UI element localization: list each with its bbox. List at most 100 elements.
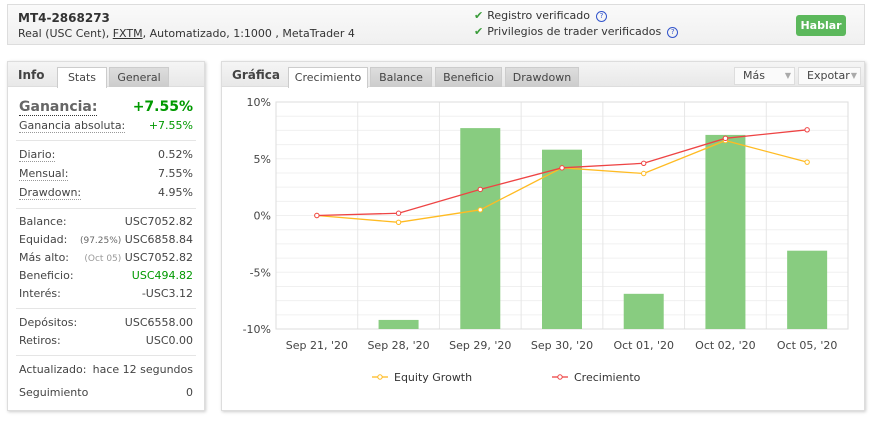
value: -USC3.12 bbox=[141, 287, 193, 300]
value: 7.55% bbox=[158, 167, 193, 180]
export-dropdown[interactable]: Expotar ▼ bbox=[798, 67, 861, 85]
divider bbox=[16, 208, 196, 209]
y-tick-label: -10% bbox=[243, 323, 271, 336]
updated-row: Actualizado: hace 12 segundos bbox=[19, 363, 193, 379]
gain-label: Ganancia: bbox=[19, 99, 98, 116]
x-tick-label: Oct 05, '20 bbox=[777, 339, 838, 352]
tab-balance[interactable]: Balance bbox=[370, 67, 432, 87]
label: Equidad: bbox=[19, 233, 68, 246]
y-tick-label: 5% bbox=[254, 153, 271, 166]
x-tick-label: Sep 21, '20 bbox=[286, 339, 348, 352]
x-tick-label: Sep 30, '20 bbox=[531, 339, 593, 352]
bar bbox=[378, 319, 419, 329]
more-dropdown[interactable]: Más ▼ bbox=[734, 67, 795, 85]
divider bbox=[16, 140, 196, 141]
chart-tabbar: Gráfica Crecimiento Balance Beneficio Dr… bbox=[222, 62, 864, 88]
data-point bbox=[395, 210, 402, 216]
data-point bbox=[804, 159, 810, 165]
chart-panel: Gráfica Crecimiento Balance Beneficio Dr… bbox=[221, 61, 865, 411]
broker-link[interactable]: FXTM bbox=[112, 27, 143, 40]
check-icon: ✔ bbox=[474, 25, 484, 38]
bar bbox=[705, 134, 746, 329]
data-point bbox=[395, 219, 402, 226]
tab-profit[interactable]: Beneficio bbox=[435, 67, 502, 87]
verified-registration: ✔ Registro verificado? bbox=[474, 9, 608, 22]
more-label: Más bbox=[743, 69, 765, 82]
gain-row: Ganancia: +7.55% bbox=[19, 99, 193, 119]
label: Beneficio: bbox=[19, 269, 74, 282]
account-info: , Automatizado, 1:1000 , MetaTrader 4 bbox=[142, 27, 355, 40]
divider bbox=[16, 355, 196, 356]
label: Más alto: bbox=[19, 251, 70, 264]
tab-drawdown[interactable]: Drawdown bbox=[505, 67, 579, 87]
value: +7.55% bbox=[148, 119, 193, 132]
chevron-down-icon: ▼ bbox=[784, 71, 791, 80]
y-tick-label: 10% bbox=[247, 96, 271, 109]
label: Mensual: bbox=[19, 167, 69, 181]
account-details: Real (USC Cent), FXTM, Automatizado, 1:1… bbox=[18, 27, 355, 40]
equity-row: Equidad: (97.25%) USC6858.84 bbox=[19, 233, 193, 249]
legend-label: Crecimiento bbox=[574, 371, 641, 384]
x-tick-label: Oct 01, '20 bbox=[613, 339, 674, 352]
verified-label: Privilegios de trader verificados bbox=[487, 25, 662, 38]
label: Retiros: bbox=[19, 334, 61, 347]
value: USC6558.00 bbox=[124, 316, 193, 329]
value: USC494.82 bbox=[131, 269, 193, 282]
legend-label: Equity Growth bbox=[394, 371, 472, 384]
drawdown-row: Drawdown: 4.95% bbox=[19, 186, 193, 202]
value: 0.52% bbox=[158, 148, 193, 161]
tracking-row: Seguimiento 0 bbox=[19, 386, 193, 402]
label: Balance: bbox=[19, 215, 67, 228]
help-icon[interactable]: ? bbox=[667, 26, 679, 38]
bar bbox=[623, 293, 664, 329]
check-icon: ✔ bbox=[474, 9, 484, 22]
value: hace 12 segundos bbox=[92, 363, 193, 376]
bar bbox=[460, 128, 501, 329]
value: USC6858.84 bbox=[124, 233, 193, 246]
data-point bbox=[314, 212, 320, 219]
info-panel: Info Stats General Ganancia: +7.55% Ganan… bbox=[7, 61, 205, 411]
data-point bbox=[804, 127, 810, 133]
label: Actualizado: bbox=[19, 363, 87, 376]
data-point bbox=[559, 165, 565, 171]
account-name: MT4-2868273 bbox=[18, 11, 110, 25]
value: 4.95% bbox=[158, 186, 193, 199]
abs-gain-row: Ganancia absoluta: +7.55% bbox=[19, 119, 193, 135]
y-tick-label: -5% bbox=[250, 266, 271, 279]
export-label: Expotar bbox=[807, 69, 850, 82]
help-icon[interactable]: ? bbox=[596, 10, 608, 22]
account-header: MT4-2868273 Real (USC Cent), FXTM, Autom… bbox=[7, 4, 865, 45]
chevron-down-icon: ▼ bbox=[850, 71, 857, 80]
withdrawals-row: Retiros: USC0.00 bbox=[19, 334, 193, 350]
value: USC7052.82 bbox=[124, 251, 193, 264]
value: USC0.00 bbox=[145, 334, 193, 347]
data-point bbox=[722, 135, 729, 142]
interest-row: Interés: -USC3.12 bbox=[19, 287, 193, 303]
talk-button[interactable]: Hablar bbox=[796, 15, 846, 36]
x-tick-label: Sep 29, '20 bbox=[449, 339, 511, 352]
data-point bbox=[477, 186, 483, 193]
verified-privileges: ✔ Privilegios de trader verificados? bbox=[474, 25, 679, 38]
data-point bbox=[477, 207, 483, 213]
equity-percent: (97.25%) bbox=[79, 236, 122, 246]
legend-marker bbox=[557, 374, 563, 380]
tab-stats[interactable]: Stats bbox=[57, 67, 107, 88]
bar bbox=[787, 250, 828, 329]
highest-row: Más alto: (Oct 05) USC7052.82 bbox=[19, 251, 193, 267]
x-tick-label: Sep 28, '20 bbox=[367, 339, 429, 352]
data-point bbox=[641, 170, 647, 177]
value: USC7052.82 bbox=[124, 215, 193, 228]
x-tick-label: Oct 02, '20 bbox=[695, 339, 756, 352]
data-point bbox=[641, 160, 647, 166]
monthly-row: Mensual: 7.55% bbox=[19, 167, 193, 183]
value: 0 bbox=[186, 386, 193, 399]
info-title: Info bbox=[18, 68, 45, 82]
tab-growth[interactable]: Crecimiento bbox=[288, 67, 368, 88]
label: Depósitos: bbox=[19, 316, 78, 329]
info-tabbar: Info Stats General bbox=[8, 62, 204, 88]
balance-row: Balance: USC7052.82 bbox=[19, 215, 193, 231]
gain-value: +7.55% bbox=[132, 99, 193, 115]
highest-date: (Oct 05) bbox=[84, 254, 122, 264]
label: Drawdown: bbox=[19, 186, 82, 200]
tab-general[interactable]: General bbox=[109, 67, 169, 87]
